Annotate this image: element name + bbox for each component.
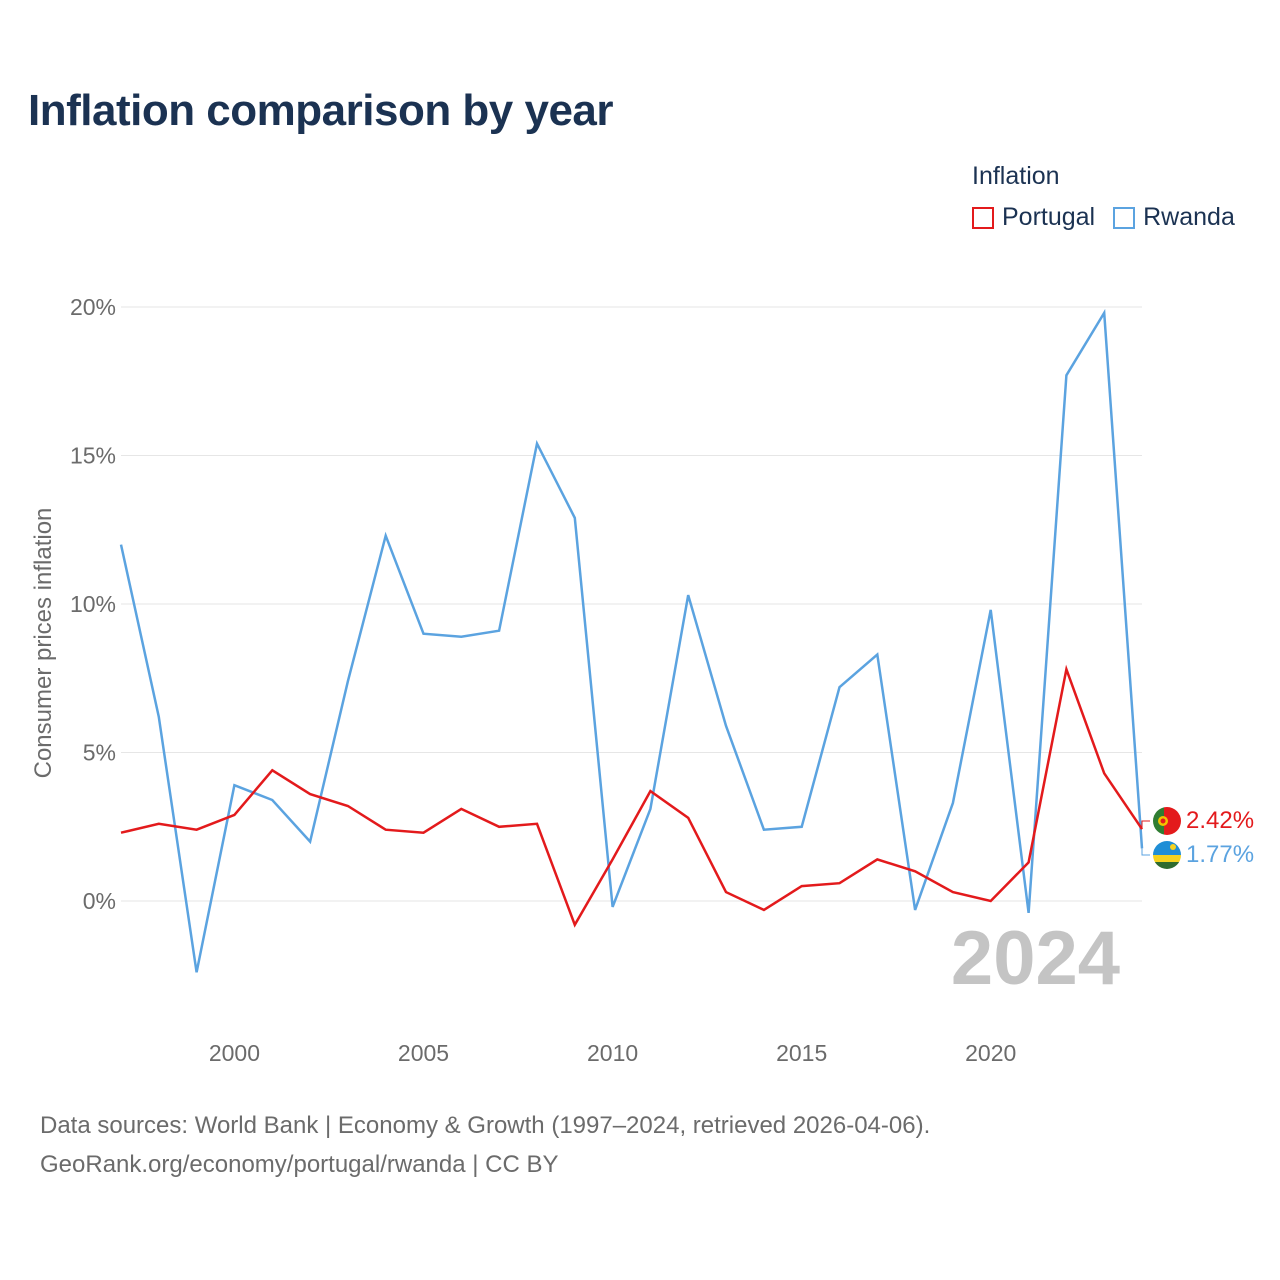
series-lines [119,308,1150,973]
x-tick-label: 2000 [209,1040,260,1066]
rwanda-flag-icon [1153,841,1181,869]
x-tick-label: 2005 [398,1040,449,1066]
legend-item-rwanda[interactable]: Rwanda [1113,203,1235,232]
y-tick-label: 5% [83,740,116,766]
source-line-1: Data sources: World Bank | Economy & Gro… [40,1112,931,1139]
legend-title: Inflation [972,162,1060,190]
legend-swatch-portugal [972,206,994,229]
y-axis-ticks: 0% 5% 10% 15% 20% [70,294,116,914]
chart-title: Inflation comparison by year [28,86,614,135]
y-tick-label: 0% [83,888,116,914]
source-note: Data sources: World Bank | Economy & Gro… [40,1106,930,1184]
y-axis-label: Consumer prices inflation [30,508,57,779]
end-label-portugal: 2.42% [1186,807,1254,834]
y-tick-label: 20% [70,294,116,320]
legend: Portugal Rwanda [972,203,1235,232]
series-line-portugal [120,664,1144,928]
x-axis-ticks: 2000 2005 2010 2015 2020 [209,1040,1016,1066]
legend-label-rwanda: Rwanda [1143,203,1235,231]
x-tick-label: 2015 [776,1040,827,1066]
portugal-flag-icon [1153,807,1181,835]
legend-item-portugal[interactable]: Portugal [972,203,1095,232]
gridlines [121,306,1142,902]
series-line-rwanda [119,308,1144,973]
y-tick-label: 15% [70,443,116,469]
end-connector-rwanda [1141,848,1150,856]
end-connector-portugal [1141,820,1150,830]
end-label-rwanda: 1.77% [1186,841,1254,868]
x-tick-label: 2010 [587,1040,638,1066]
source-line-2[interactable]: GeoRank.org/economy/portugal/rwanda | CC… [40,1151,559,1178]
current-year-watermark: 2024 [951,916,1120,1001]
legend-swatch-rwanda [1113,206,1136,229]
y-tick-label: 10% [70,591,116,617]
legend-label-portugal: Portugal [1002,203,1096,231]
x-tick-label: 2020 [965,1040,1016,1066]
